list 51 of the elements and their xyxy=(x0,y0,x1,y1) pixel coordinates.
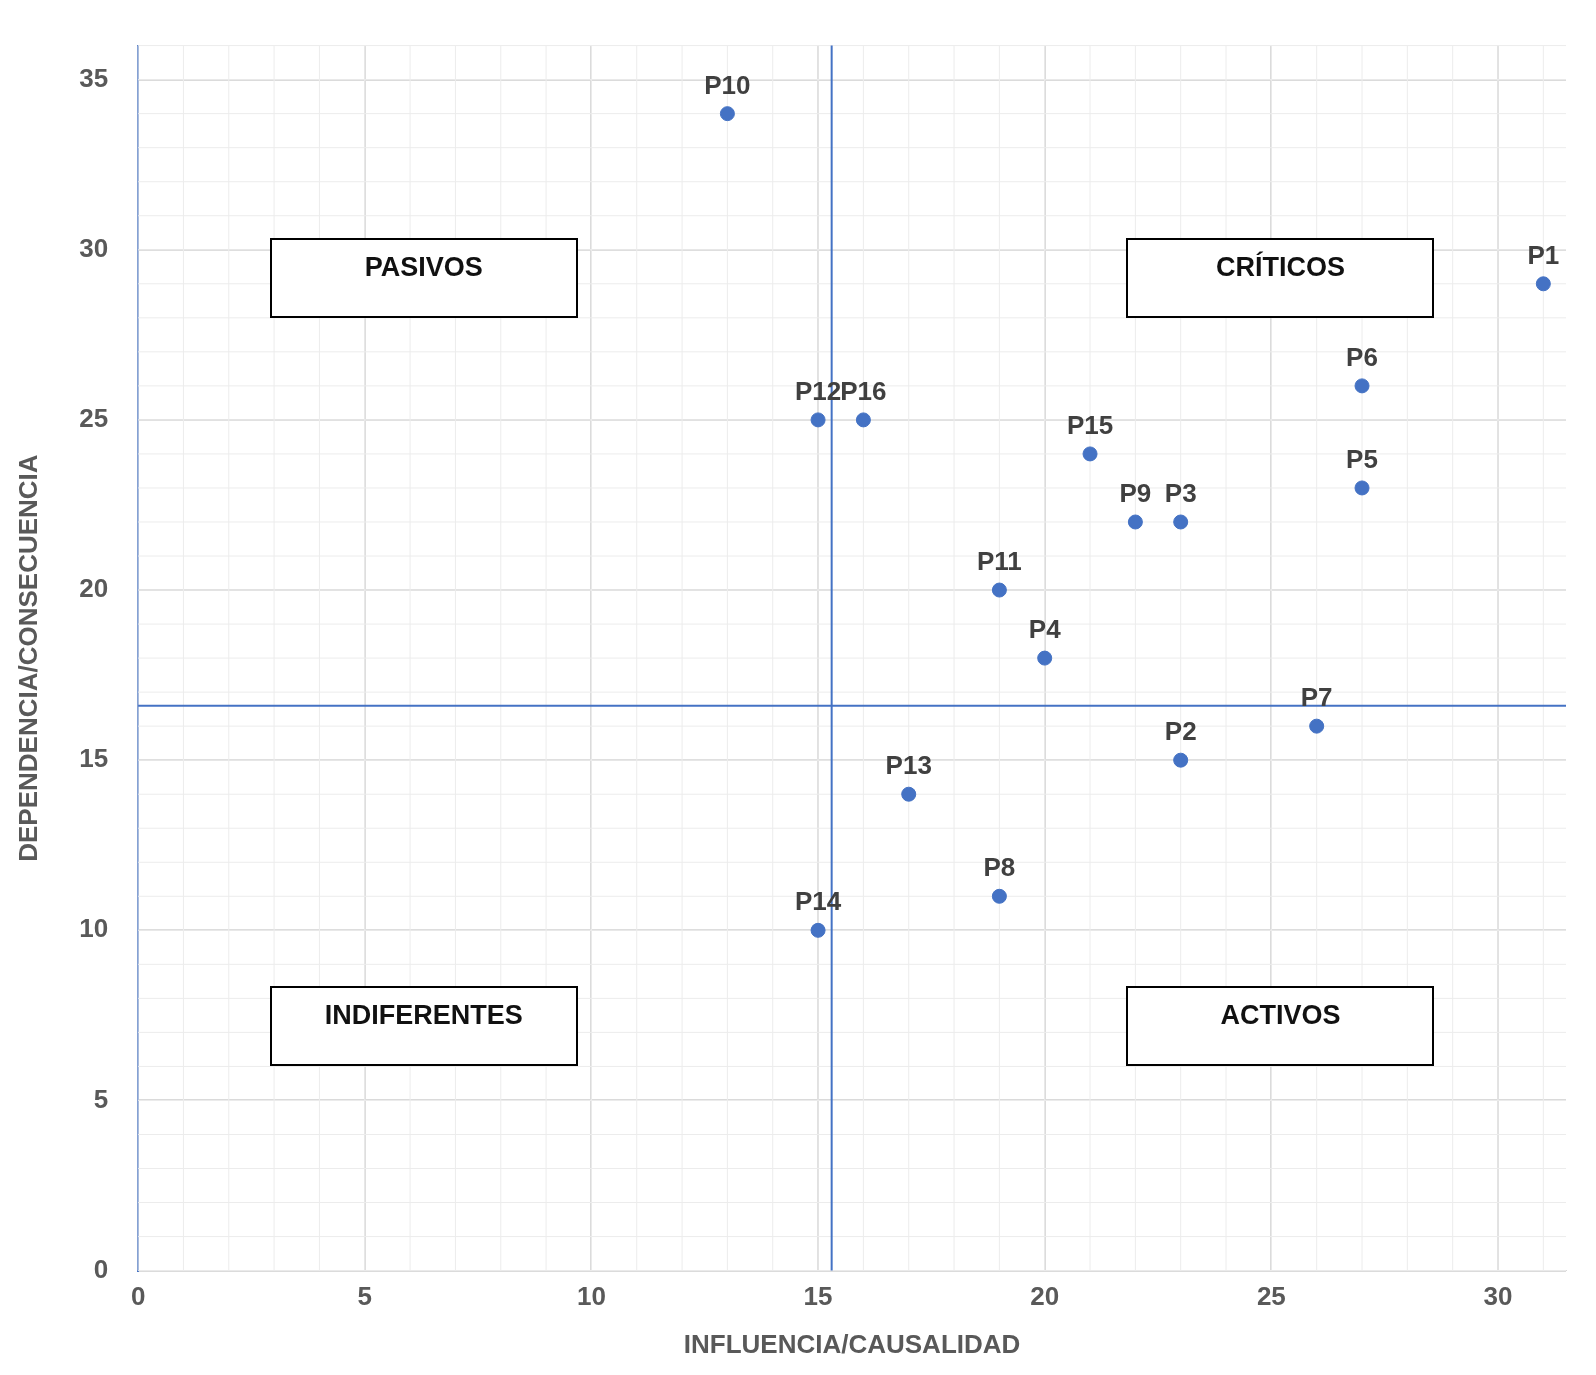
data-label: P6 xyxy=(1346,342,1378,373)
data-label: P5 xyxy=(1346,444,1378,475)
label-box: INDIFERENTES xyxy=(269,985,578,1066)
point xyxy=(1354,378,1370,394)
data-label: P11 xyxy=(976,546,1022,577)
data-label: P1 xyxy=(1527,239,1560,270)
y-tick-label: 15 xyxy=(79,743,109,774)
x-tick-label: 10 xyxy=(576,1281,606,1312)
data-label: P7 xyxy=(1300,682,1333,713)
point xyxy=(991,582,1007,598)
data-label: P3 xyxy=(1164,478,1197,509)
x-tick-label: 15 xyxy=(803,1281,833,1312)
point xyxy=(1082,446,1098,462)
x-tick-label: 0 xyxy=(130,1281,146,1312)
y-tick-label: 20 xyxy=(79,573,109,604)
point xyxy=(719,106,735,122)
label-box: CRÍTICOS xyxy=(1126,238,1435,319)
y-tick-label: 0 xyxy=(93,1253,109,1284)
data-label: P8 xyxy=(983,852,1016,883)
x-axis-title: INFLUENCIA/CAUSALIDAD xyxy=(683,1328,1021,1359)
label-box: ACTIVOS xyxy=(1126,985,1435,1066)
y-tick-label: 30 xyxy=(79,232,109,263)
data-label: P9 xyxy=(1119,478,1152,509)
point xyxy=(1535,276,1551,292)
y-axis-title: DEPENDENCIA/CONSECUENCIA xyxy=(12,454,43,862)
data-label: P13 xyxy=(885,750,932,781)
point xyxy=(810,922,826,938)
data-label: P16 xyxy=(840,376,887,407)
point xyxy=(901,786,917,802)
point xyxy=(1309,718,1325,734)
data-label: P2 xyxy=(1164,716,1197,747)
point xyxy=(1354,480,1370,496)
y-tick-label: 5 xyxy=(93,1083,109,1114)
data-label: P10 xyxy=(704,69,751,100)
point xyxy=(855,412,871,428)
x-tick-label: 25 xyxy=(1256,1281,1286,1312)
y-tick-label: 25 xyxy=(79,403,109,434)
point xyxy=(1127,514,1143,530)
point xyxy=(1173,514,1189,530)
label-box: PASIVOS xyxy=(269,238,578,319)
x-tick-label: 30 xyxy=(1483,1281,1513,1312)
point xyxy=(1037,650,1053,666)
data-label: P15 xyxy=(1066,410,1114,441)
point xyxy=(991,888,1007,904)
x-tick-label: 5 xyxy=(357,1281,372,1312)
data-label: P4 xyxy=(1028,614,1062,645)
y-tick-label: 10 xyxy=(79,913,109,944)
point xyxy=(810,412,826,428)
x-tick-label: 20 xyxy=(1030,1281,1060,1312)
point xyxy=(1173,752,1189,768)
y-tick-label: 35 xyxy=(79,62,109,93)
